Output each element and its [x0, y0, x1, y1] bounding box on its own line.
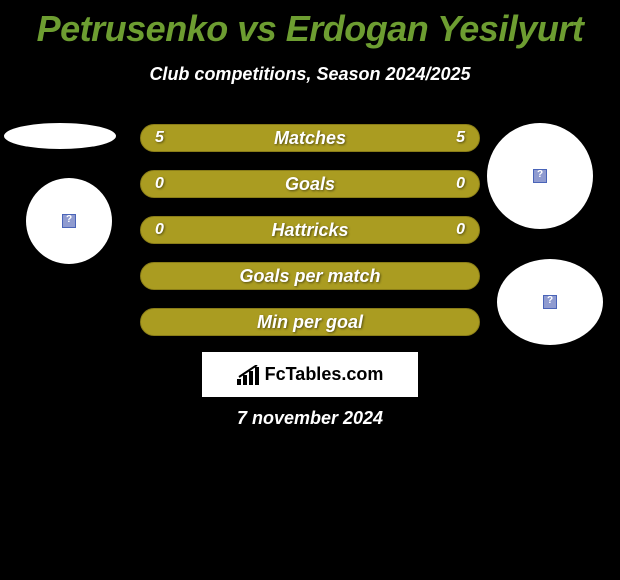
avatar-left-top [4, 123, 116, 149]
stat-row-hattricks: 0 Hattricks 0 [140, 216, 480, 244]
page-title: Petrusenko vs Erdogan Yesilyurt [0, 0, 620, 50]
avatar-left-bottom [26, 178, 112, 264]
brand-logo: FcTables.com [202, 352, 418, 397]
avatar-right-bottom [497, 259, 603, 345]
stat-row-matches: 5 Matches 5 [140, 124, 480, 152]
placeholder-icon [533, 169, 547, 183]
stat-label: Goals [141, 174, 479, 195]
stats-panel: 5 Matches 5 0 Goals 0 0 Hattricks 0 Goal… [140, 124, 480, 354]
placeholder-icon [62, 214, 76, 228]
date-label: 7 november 2024 [0, 408, 620, 429]
subtitle: Club competitions, Season 2024/2025 [0, 64, 620, 85]
stat-label: Min per goal [141, 312, 479, 333]
stat-row-goals: 0 Goals 0 [140, 170, 480, 198]
avatar-right-top [487, 123, 593, 229]
stat-row-min-per-goal: Min per goal [140, 308, 480, 336]
stat-row-goals-per-match: Goals per match [140, 262, 480, 290]
brand-text: FcTables.com [265, 364, 384, 385]
placeholder-icon [543, 295, 557, 309]
stat-label: Goals per match [141, 266, 479, 287]
signal-icon [237, 365, 263, 385]
stat-label: Hattricks [141, 220, 479, 241]
stat-label: Matches [141, 128, 479, 149]
